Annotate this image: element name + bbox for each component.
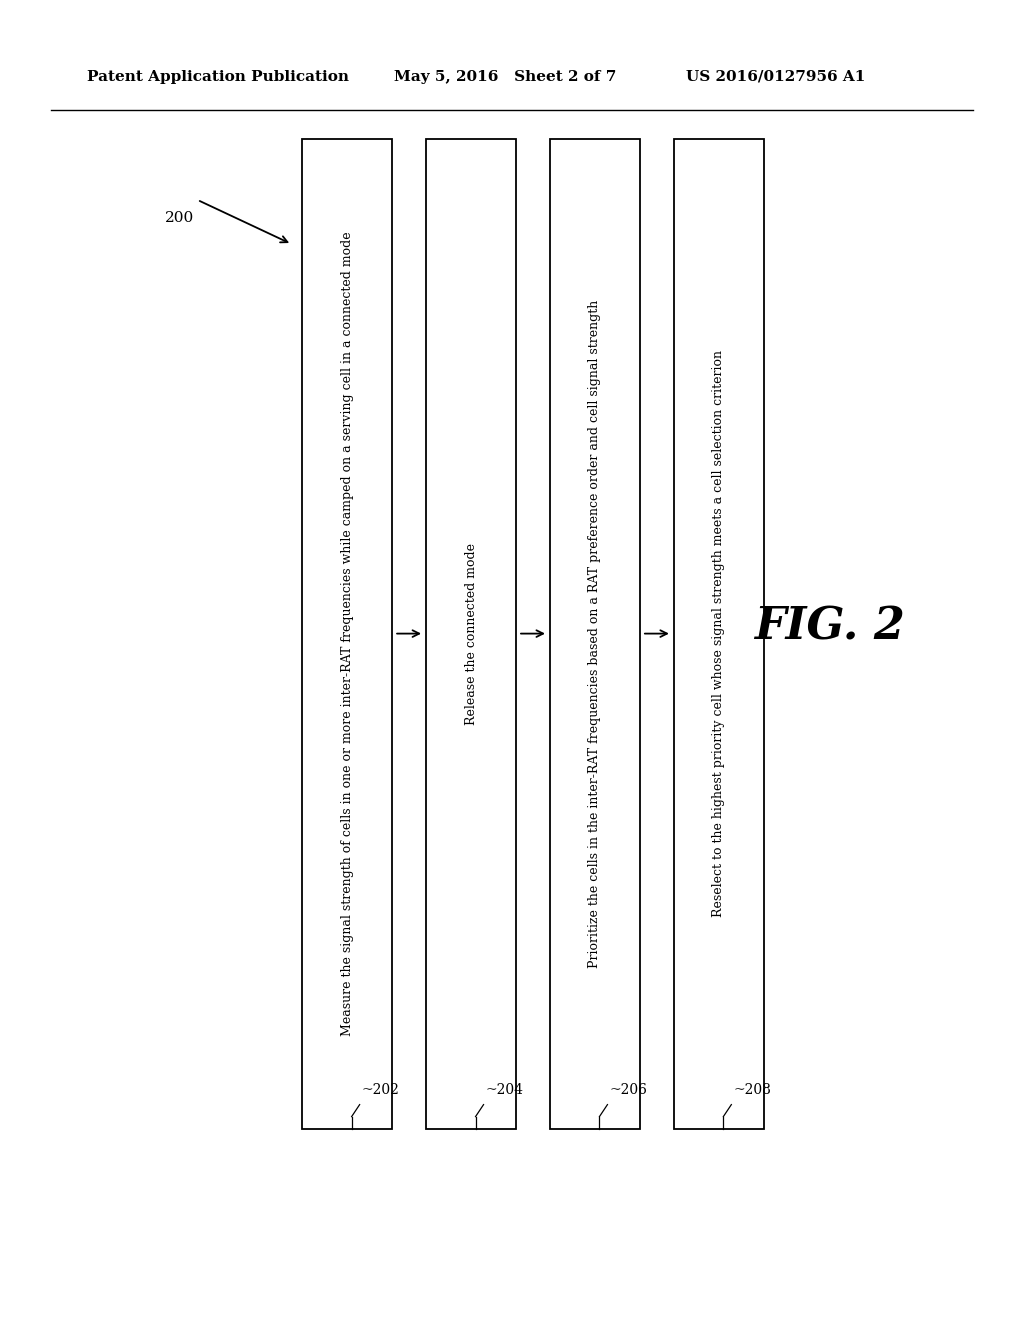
Bar xyxy=(674,139,764,1129)
Text: May 5, 2016   Sheet 2 of 7: May 5, 2016 Sheet 2 of 7 xyxy=(394,70,616,83)
Bar xyxy=(426,139,516,1129)
Text: 200: 200 xyxy=(165,211,194,224)
Text: US 2016/0127956 A1: US 2016/0127956 A1 xyxy=(686,70,865,83)
Text: Prioritize the cells in the inter-RAT frequencies based on a RAT preference orde: Prioritize the cells in the inter-RAT fr… xyxy=(589,300,601,968)
Text: Patent Application Publication: Patent Application Publication xyxy=(87,70,349,83)
Bar xyxy=(550,139,640,1129)
Text: Release the connected mode: Release the connected mode xyxy=(465,543,477,725)
Text: ~204: ~204 xyxy=(485,1082,523,1097)
Text: ~206: ~206 xyxy=(609,1082,647,1097)
Text: FIG. 2: FIG. 2 xyxy=(754,606,905,648)
Text: ~208: ~208 xyxy=(733,1082,771,1097)
Bar xyxy=(302,139,392,1129)
Text: ~202: ~202 xyxy=(361,1082,399,1097)
Text: Measure the signal strength of cells in one or more inter-RAT frequencies while : Measure the signal strength of cells in … xyxy=(341,231,353,1036)
Text: Reselect to the highest priority cell whose signal strength meets a cell selecti: Reselect to the highest priority cell wh… xyxy=(713,350,725,917)
